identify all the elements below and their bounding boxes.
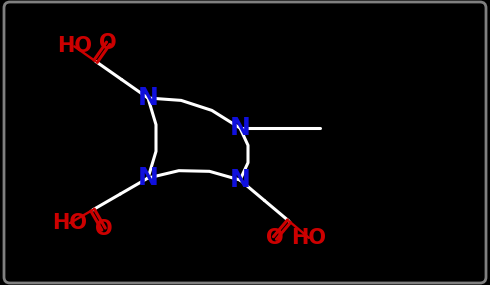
Text: N: N: [229, 168, 250, 192]
FancyBboxPatch shape: [4, 2, 486, 283]
Text: O: O: [95, 219, 112, 239]
Text: HO: HO: [292, 228, 326, 248]
Text: O: O: [99, 33, 117, 53]
Text: N: N: [229, 116, 250, 140]
Text: N: N: [138, 86, 158, 110]
Text: HO: HO: [57, 36, 92, 56]
Text: O: O: [266, 228, 284, 248]
Text: HO: HO: [52, 213, 88, 233]
Text: N: N: [138, 166, 158, 190]
